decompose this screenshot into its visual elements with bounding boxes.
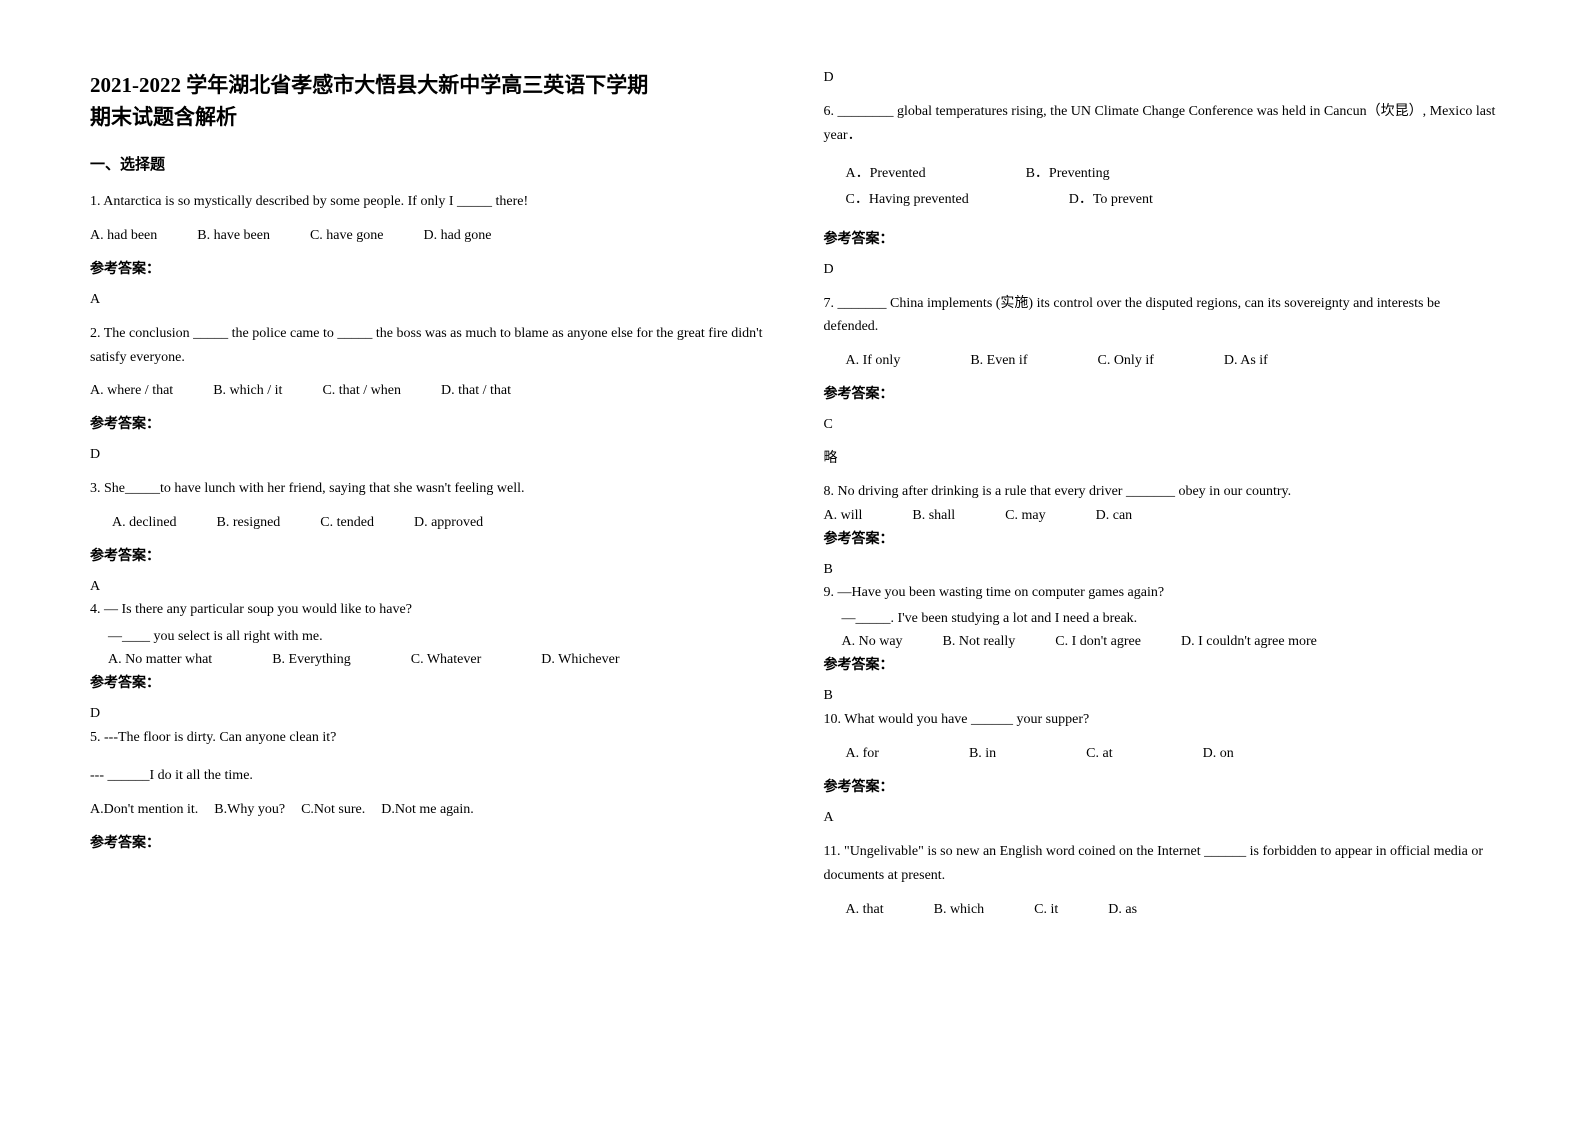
question-8: 8. No driving after drinking is a rule t… [824,481,1498,503]
answer-label: 参考答案： [824,776,1498,796]
question-4-options: A. No matter what B. Everything C. Whate… [90,652,764,668]
option: B. resigned [217,515,281,531]
answer-label: 参考答案： [824,528,1498,548]
option: B. Everything [272,652,351,668]
option: C. tended [320,515,374,531]
answer-5: D [824,70,1498,86]
option: A. had been [90,228,157,244]
question-7-options: A. If only B. Even if C. Only if D. As i… [824,353,1498,369]
question-9-line2: —_____. I've been studying a lot and I n… [824,608,1498,630]
question-1-options: A. had been B. have been C. have gone D.… [90,228,764,244]
question-3: 3. She_____to have lunch with her friend… [90,477,764,501]
question-4-line1: 4. — Is there any particular soup you wo… [90,599,764,621]
answer-9: B [824,688,1498,704]
option: C. that / when [322,383,401,399]
answer-label: 参考答案： [90,413,764,433]
option: D. that / that [441,383,511,399]
question-9-options: A. No way B. Not really C. I don't agree… [824,634,1498,650]
answer-label: 参考答案： [90,672,764,692]
answer-label: 参考答案： [824,654,1498,674]
left-column: 2021-2022 学年湖北省孝感市大悟县大新中学高三英语下学期 期末试题含解析… [90,70,764,1082]
option: B. in [969,746,996,762]
answer-3: A [90,579,764,595]
option: A. No matter what [108,652,212,668]
option: A.Don't mention it. [90,802,198,818]
option: A. where / that [90,383,173,399]
option: B.Why you? [214,802,285,818]
question-1: 1. Antarctica is so mystically described… [90,190,764,214]
option: C. at [1086,746,1112,762]
question-3-options: A. declined B. resigned C. tended D. app… [90,515,764,531]
option: B. which / it [213,383,282,399]
question-6-options: A．Prevented B．Preventing C．Having preven… [824,162,1498,214]
option: D. I couldn't agree more [1181,634,1317,650]
answer-label: 参考答案： [90,545,764,565]
option: B．Preventing [1026,162,1110,182]
option: B. Even if [970,353,1027,369]
option: B. which [934,902,985,918]
question-10-options: A. for B. in C. at D. on [824,746,1498,762]
answer-7-note: 略 [824,447,1498,467]
option: C. may [1005,508,1045,524]
option: C. it [1034,902,1058,918]
title-line-1: 2021-2022 学年湖北省孝感市大悟县大新中学高三英语下学期 [90,70,764,102]
option: A. No way [842,634,903,650]
question-4-line2: —____ you select is all right with me. [90,626,764,648]
option: B. shall [912,508,955,524]
option: A. that [846,902,884,918]
answer-6: D [824,262,1498,278]
answer-1: A [90,292,764,308]
answer-label: 参考答案： [90,832,764,852]
answer-7: C [824,417,1498,433]
option: D. had gone [423,228,491,244]
option: C．Having prevented [846,188,969,208]
option: D. approved [414,515,483,531]
option: D. Whichever [541,652,619,668]
question-2: 2. The conclusion _____ the police came … [90,322,764,370]
question-8-options: A. will B. shall C. may D. can [824,508,1498,524]
option: D. on [1203,746,1234,762]
question-9-line1: 9. —Have you been wasting time on comput… [824,582,1498,604]
question-6: 6. ________ global temperatures rising, … [824,100,1498,148]
section-header: 一、选择题 [90,153,764,174]
option: A. If only [846,353,901,369]
question-10: 10. What would you have ______ your supp… [824,708,1498,732]
question-11-options: A. that B. which C. it D. as [824,902,1498,918]
option: A．Prevented [846,162,926,182]
answer-label: 参考答案： [824,228,1498,248]
option: C. I don't agree [1055,634,1141,650]
option: C. Whatever [411,652,482,668]
option: D.Not me again. [381,802,474,818]
option: D. can [1096,508,1133,524]
answer-label: 参考答案： [824,383,1498,403]
question-7: 7. _______ China implements (实施) its con… [824,292,1498,340]
question-5-line1: 5. ---The floor is dirty. Can anyone cle… [90,726,764,750]
title-line-2: 期末试题含解析 [90,102,764,134]
option: C. Only if [1097,353,1153,369]
option: D. as [1108,902,1137,918]
option: A. for [846,746,879,762]
option: D. As if [1224,353,1268,369]
question-2-options: A. where / that B. which / it C. that / … [90,383,764,399]
right-column: D 6. ________ global temperatures rising… [824,70,1498,1082]
option: A. will [824,508,863,524]
answer-10: A [824,810,1498,826]
question-5-options: A.Don't mention it. B.Why you? C.Not sur… [90,802,764,818]
question-5-line2: --- ______I do it all the time. [90,764,764,788]
answer-4: D [90,706,764,722]
document-title: 2021-2022 学年湖北省孝感市大悟县大新中学高三英语下学期 期末试题含解析 [90,70,764,133]
option: C.Not sure. [301,802,365,818]
answer-label: 参考答案： [90,258,764,278]
option: A. declined [112,515,177,531]
question-11: 11. "Ungelivable" is so new an English w… [824,840,1498,888]
option: D．To prevent [1069,188,1153,208]
option: B. Not really [943,634,1016,650]
answer-8: B [824,562,1498,578]
answer-2: D [90,447,764,463]
option: C. have gone [310,228,383,244]
option: B. have been [197,228,270,244]
